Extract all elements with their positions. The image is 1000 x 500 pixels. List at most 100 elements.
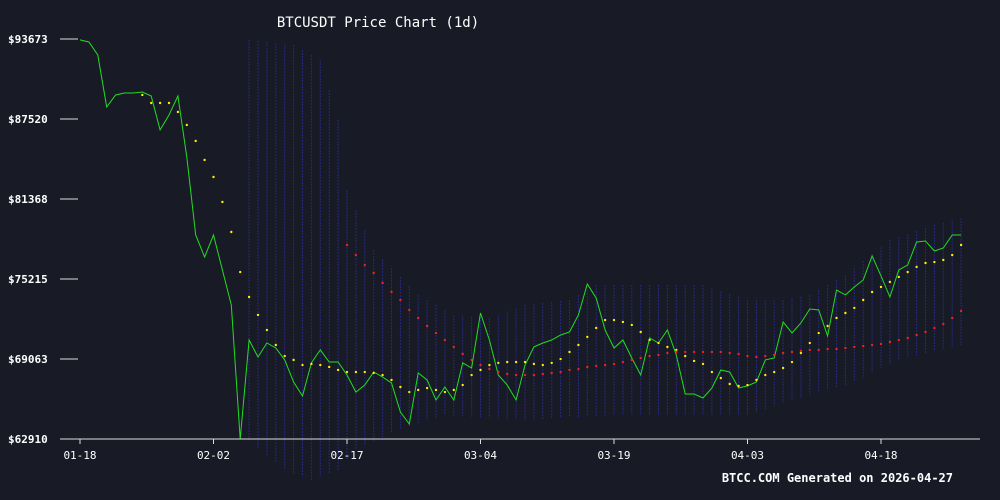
ma-dot xyxy=(959,309,963,313)
ma-dot xyxy=(176,110,180,114)
ma-dot xyxy=(942,258,945,262)
ma-dot xyxy=(719,376,722,380)
ma-dot xyxy=(799,349,803,353)
ma-dot xyxy=(781,366,785,370)
ma-dot xyxy=(826,324,829,328)
ma-dot xyxy=(345,243,349,247)
ma-dot xyxy=(737,352,740,356)
ma-dot xyxy=(212,175,215,179)
y-tick-label: $93673 xyxy=(8,33,48,46)
ma-dot xyxy=(755,355,758,359)
ma-dot xyxy=(835,347,838,351)
ma-dot xyxy=(577,343,580,347)
ma-dot xyxy=(523,373,527,377)
x-tick-label: 03-19 xyxy=(597,449,630,462)
ma-dot xyxy=(292,358,295,362)
ma-dot xyxy=(408,308,411,312)
ma-dot xyxy=(675,348,678,352)
ma-dot xyxy=(710,370,714,374)
ma-dot xyxy=(639,356,642,360)
ma-dot xyxy=(835,316,838,320)
ma-dot xyxy=(951,253,954,257)
ma-dot xyxy=(826,347,829,351)
ma-dot xyxy=(328,365,331,369)
ma-dot xyxy=(577,367,580,371)
ma-dot xyxy=(773,370,776,374)
ma-dot xyxy=(559,357,562,361)
ma-dot xyxy=(514,373,518,377)
ma-dot xyxy=(150,101,153,105)
ma-dot xyxy=(924,261,927,265)
ma-dot xyxy=(933,260,936,264)
ma-dot xyxy=(390,378,393,382)
ma-dot xyxy=(710,350,714,354)
ma-dot xyxy=(363,263,366,267)
y-tick-label: $81368 xyxy=(8,193,48,206)
ma-dot xyxy=(586,365,589,369)
ma-dot xyxy=(354,253,358,257)
ma-dot xyxy=(381,373,384,377)
ma-dot xyxy=(648,354,651,358)
ma-dot xyxy=(595,326,598,330)
x-tick-label: 03-04 xyxy=(464,449,497,462)
ma-dot xyxy=(425,324,429,328)
ma-dot xyxy=(488,363,491,367)
ma-dot xyxy=(479,363,482,367)
y-tick-label: $69063 xyxy=(8,353,48,366)
ma-dot xyxy=(862,344,865,348)
ma-dot xyxy=(684,350,687,354)
ma-dot xyxy=(541,372,544,376)
ma-dot xyxy=(603,363,607,367)
ma-dot xyxy=(452,388,455,392)
ma-dot xyxy=(924,330,927,334)
ma-dot xyxy=(808,348,811,352)
x-tick-label: 02-17 xyxy=(330,449,363,462)
ma-dot xyxy=(461,383,464,387)
ma-dot xyxy=(417,388,420,392)
footer: BTCC.COM Generated on 2026-04-27 xyxy=(722,471,953,485)
ma-dot xyxy=(666,351,669,355)
ma-dot xyxy=(283,354,286,358)
ma-dot xyxy=(799,351,803,355)
ma-dot xyxy=(808,341,811,345)
ma-dot xyxy=(612,362,616,366)
ma-dot xyxy=(764,373,767,377)
ma-dot xyxy=(790,350,794,354)
ma-dot xyxy=(817,348,820,352)
x-tick-label: 01-18 xyxy=(63,449,96,462)
x-tick-label: 02-02 xyxy=(197,449,230,462)
ma-dot xyxy=(559,370,562,374)
ma-dot xyxy=(461,352,464,356)
ma-dot xyxy=(319,363,322,367)
ma-dot xyxy=(701,350,705,354)
ma-dot xyxy=(399,298,402,302)
ma-dot xyxy=(470,373,473,377)
ma-dot xyxy=(897,275,900,279)
ma-dot xyxy=(657,353,660,357)
ma-dot xyxy=(906,270,909,274)
ma-dot xyxy=(666,345,669,349)
ma-dot xyxy=(586,335,589,339)
ma-dot xyxy=(532,373,536,377)
ma-dot xyxy=(879,342,883,346)
ma-dot xyxy=(425,386,429,390)
ma-dot xyxy=(345,370,349,374)
ma-dot xyxy=(888,280,892,284)
ma-dot xyxy=(541,363,544,367)
ma-dot xyxy=(728,382,731,386)
marks xyxy=(79,39,963,440)
ma-dot xyxy=(506,372,509,376)
ma-dot xyxy=(381,281,384,285)
ma-dot xyxy=(951,316,954,320)
ma-dot xyxy=(221,200,224,204)
ma-dot xyxy=(514,360,518,364)
ma-dot xyxy=(915,265,918,269)
ma-dot xyxy=(870,343,874,347)
chart-title: BTCUSDT Price Chart (1d) xyxy=(277,15,479,31)
ma-dot xyxy=(203,158,206,162)
ma-dot xyxy=(354,370,358,374)
ma-dot xyxy=(675,350,678,354)
y-tick-label: $62910 xyxy=(8,433,48,446)
